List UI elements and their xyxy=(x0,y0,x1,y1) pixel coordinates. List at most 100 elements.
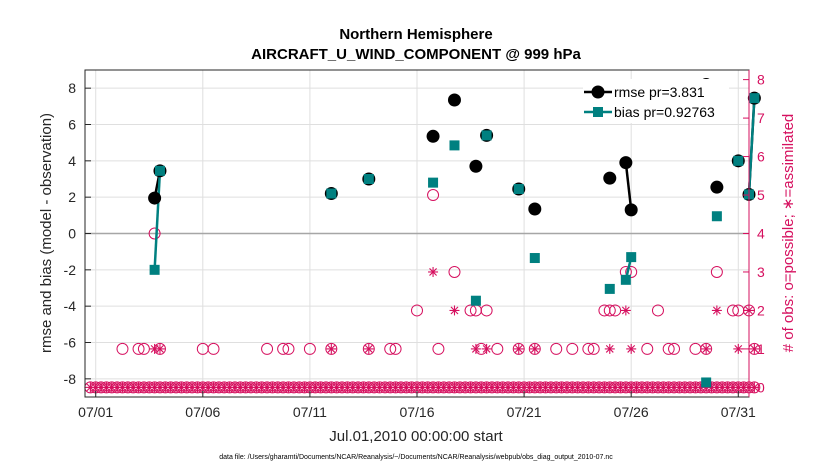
obs-possible-marker xyxy=(411,304,423,317)
rmse-point xyxy=(603,171,617,185)
obs-possible-marker xyxy=(389,342,402,355)
obs-possible-marker xyxy=(464,304,477,317)
y-tick-label: -6 xyxy=(64,335,77,351)
obs-possible-marker xyxy=(137,342,150,355)
obs-possible-marker xyxy=(700,342,713,355)
y2-tick-label: 2 xyxy=(757,302,765,318)
obs-assimilated-marker xyxy=(481,343,492,354)
legend-bias-marker xyxy=(593,107,603,117)
obs-assimilated-marker xyxy=(626,343,637,354)
legend: rmse pr=3.831 bias pr=0.92763 xyxy=(583,79,729,123)
obs-possible-marker xyxy=(491,342,504,355)
obs-assimilated-marker xyxy=(363,343,374,354)
plot-area xyxy=(84,78,761,394)
obs-possible-marker xyxy=(480,304,493,317)
y-tick-label: 6 xyxy=(68,117,76,133)
bias-point xyxy=(449,140,460,151)
bias-line xyxy=(747,98,756,195)
obs-assimilated-marker xyxy=(428,266,439,277)
bias-point xyxy=(749,93,760,104)
bias-point xyxy=(626,252,637,263)
y-axis-label: rmse and bias (model - observation) xyxy=(38,113,55,353)
obs-possible-marker xyxy=(651,304,664,317)
x-tick-label: 07/21 xyxy=(507,404,542,420)
rmse-point xyxy=(469,159,483,173)
x-axis-label: Jul.01,2010 00:00:00 start xyxy=(329,428,503,445)
obs-possible-marker xyxy=(448,265,461,278)
obs-assimilated-marker xyxy=(733,343,744,354)
obs-possible-marker xyxy=(587,342,600,355)
obs-assimilated-marker xyxy=(529,343,540,354)
rmse-point xyxy=(426,129,440,143)
rmse-line xyxy=(624,162,633,211)
rmse-point xyxy=(148,191,162,205)
obs-possible-marker xyxy=(303,342,316,355)
obs-possible-marker xyxy=(668,342,681,355)
y-tick-label: -2 xyxy=(64,262,77,278)
obs-assimilated-marker xyxy=(749,382,760,393)
asterisk-stroke xyxy=(327,344,336,353)
x-tick-label: 07/11 xyxy=(293,404,327,420)
y-tick-label: 4 xyxy=(68,153,76,169)
legend-rmse-label: rmse pr=3.831 xyxy=(614,84,705,100)
asterisk-stroke xyxy=(482,344,491,353)
y2-tick-label: 8 xyxy=(757,72,765,88)
bias-point xyxy=(620,274,631,285)
rmse-point xyxy=(710,180,724,194)
obs-possible-marker xyxy=(603,304,616,317)
obs-possible-marker xyxy=(582,342,595,355)
x-tick-label: 07/16 xyxy=(399,404,434,420)
y2-tick-label: 4 xyxy=(757,226,765,242)
x-tick-label: 07/01 xyxy=(78,404,113,420)
chart-title: Northern Hemisphere xyxy=(339,26,492,43)
obs-possible-marker xyxy=(132,342,145,355)
x-tick-label: 07/26 xyxy=(614,404,649,420)
asterisk-stroke xyxy=(750,383,759,392)
obs-possible-marker xyxy=(550,342,563,355)
rmse-point xyxy=(624,203,638,217)
y2-tick-label: 0 xyxy=(757,379,765,395)
obs-assimilated-marker xyxy=(711,305,722,316)
obs-possible-marker xyxy=(325,342,338,355)
bias-point xyxy=(701,377,712,388)
obs-assimilated-marker xyxy=(620,305,631,316)
bias-point xyxy=(481,130,492,141)
asterisk-stroke xyxy=(702,344,711,353)
obs-possible-marker xyxy=(277,342,290,355)
obs-assimilated-marker xyxy=(326,343,337,354)
asterisk-stroke xyxy=(750,344,759,353)
asterisk-stroke xyxy=(514,344,523,353)
bias-point xyxy=(604,283,615,294)
bias-point xyxy=(513,183,524,194)
obs-possible-marker xyxy=(566,342,579,355)
y2-axis-label: # of obs: o=possible; ∗=assimilated xyxy=(780,114,797,353)
asterisk-stroke xyxy=(734,344,743,353)
bias-line xyxy=(153,170,162,270)
y2-tick-label: 5 xyxy=(757,187,765,203)
obs-assimilated-marker xyxy=(470,343,481,354)
asterisk-stroke xyxy=(530,344,539,353)
y-tick-label: 0 xyxy=(68,226,76,242)
asterisk-stroke xyxy=(627,344,636,353)
obs-possible-marker xyxy=(641,342,654,355)
asterisk-stroke xyxy=(364,344,373,353)
y-tick-label: 8 xyxy=(68,80,76,96)
obs-possible-marker xyxy=(362,342,375,355)
obs-possible-marker xyxy=(261,342,274,355)
obs-assimilated-marker xyxy=(154,343,165,354)
y2-tick-label: 1 xyxy=(757,341,765,357)
axis-ticks: 07/01 07/06 07/11 07/16 07/21 07/26 07/31 -8 -6 -… xyxy=(64,70,765,420)
obs-assimilated-marker xyxy=(701,343,712,354)
y-tick-label: -4 xyxy=(64,298,77,314)
asterisk-stroke xyxy=(621,306,630,315)
obs-possible-marker xyxy=(282,342,295,355)
grid xyxy=(85,70,749,397)
obs-possible-marker xyxy=(625,265,638,278)
obs-assimilated-marker xyxy=(749,343,760,354)
x-tick-label: 07/31 xyxy=(721,404,756,420)
obs-possible-marker xyxy=(207,342,220,355)
bias-point xyxy=(470,295,481,306)
obs-possible-marker xyxy=(662,342,675,355)
bias-point xyxy=(733,155,744,166)
